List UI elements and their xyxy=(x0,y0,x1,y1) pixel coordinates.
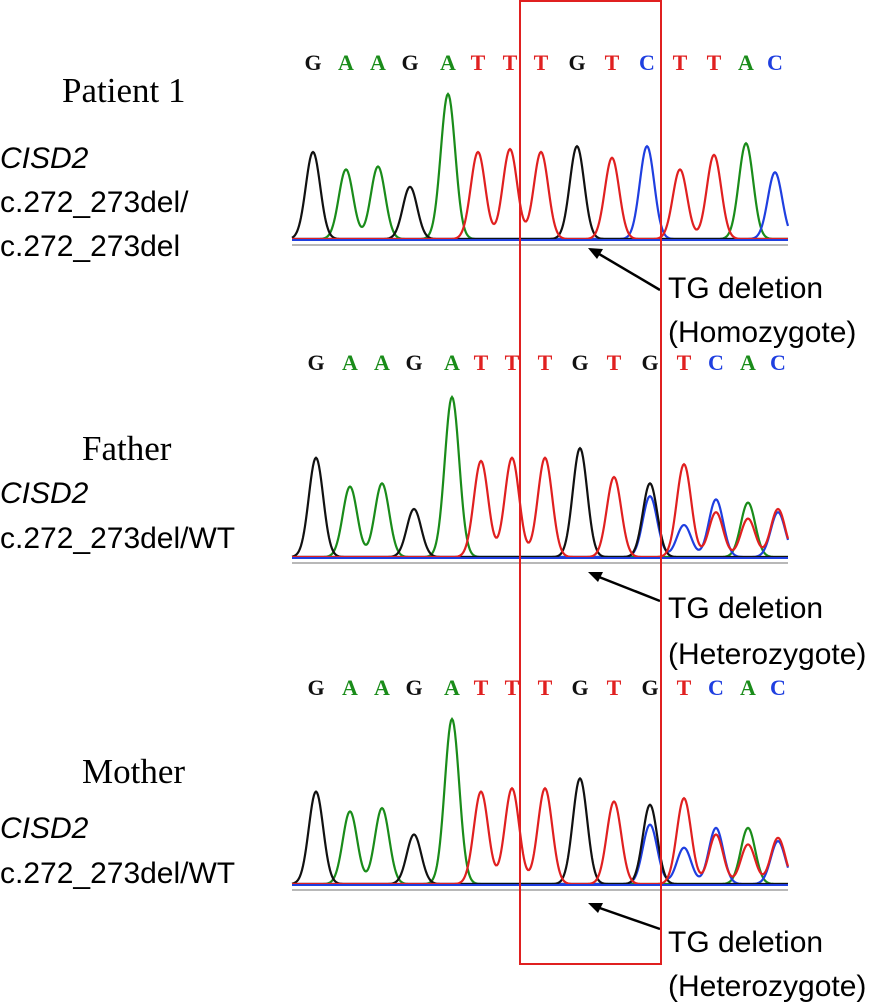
base-letter: T xyxy=(505,350,520,375)
base-letter: T xyxy=(538,675,553,700)
gene-name: CISD2 xyxy=(0,812,89,845)
gene-name: CISD2 xyxy=(0,477,89,510)
base-letter: T xyxy=(505,675,520,700)
base-letter: T xyxy=(474,675,489,700)
base-letter: T xyxy=(607,350,622,375)
chromatogram-trace xyxy=(291,92,790,246)
trace-line-a xyxy=(292,92,788,241)
arrowhead-icon xyxy=(588,248,603,259)
deletion-highlight-box xyxy=(519,0,662,965)
base-letter: A xyxy=(342,675,358,700)
base-letter: C xyxy=(708,350,724,375)
arrowhead-icon xyxy=(588,903,603,913)
genotype-line: c.272_273del/ xyxy=(0,186,189,219)
base-letter: T xyxy=(474,350,489,375)
panel-name: Mother xyxy=(82,752,185,791)
base-letter: T xyxy=(677,675,692,700)
base-letter: T xyxy=(538,350,553,375)
callout-label: (Heterozygote) xyxy=(668,638,866,671)
base-letter: C xyxy=(767,50,783,75)
genotype-line: c.272_273del xyxy=(0,230,180,263)
panel-patient-1: Patient 1 CISD2 c.272_273del/ c.272_273d… xyxy=(0,50,856,349)
base-letter: A xyxy=(740,675,756,700)
base-letter: G xyxy=(571,675,588,700)
base-letter: G xyxy=(571,350,588,375)
genotype-line: c.272_273del/WT xyxy=(0,857,235,890)
base-letter: A xyxy=(338,50,354,75)
base-letter: G xyxy=(401,50,418,75)
base-letter: T xyxy=(707,50,722,75)
base-letter: G xyxy=(307,350,324,375)
base-letter: A xyxy=(740,350,756,375)
base-letter: A xyxy=(444,675,460,700)
base-letter: A xyxy=(374,350,390,375)
genotype-line: c.272_273del/WT xyxy=(0,522,235,555)
panel-name: Father xyxy=(82,429,172,468)
callout-label: TG deletion xyxy=(668,592,823,625)
base-letter: T xyxy=(605,50,620,75)
base-letter: C xyxy=(770,675,786,700)
callout-arrow xyxy=(593,573,661,603)
base-letter: G xyxy=(641,675,658,700)
base-letter: C xyxy=(708,675,724,700)
base-letter: T xyxy=(677,350,692,375)
trace-line-t xyxy=(292,786,790,886)
trace-line-c xyxy=(292,144,790,241)
trace-line-g xyxy=(291,144,788,241)
callout-arrow xyxy=(593,904,661,931)
base-letter: A xyxy=(370,50,386,75)
arrowhead-icon xyxy=(588,572,603,582)
callout-label: TG deletion xyxy=(668,926,823,959)
callout-arrow xyxy=(593,249,661,292)
chromatogram-trace xyxy=(291,716,790,891)
callout-label: (Homozygote) xyxy=(668,316,856,349)
base-letter: A xyxy=(440,50,456,75)
base-letter: G xyxy=(304,50,321,75)
base-letter: T xyxy=(471,50,486,75)
trace-line-c xyxy=(292,823,790,886)
base-letter: G xyxy=(568,50,585,75)
callout-label: TG deletion xyxy=(668,272,823,305)
callout-label: (Heterozygote) xyxy=(668,970,866,1003)
gene-name: CISD2 xyxy=(0,142,89,175)
trace-line-c xyxy=(292,494,790,559)
base-letter: T xyxy=(607,675,622,700)
base-letter: G xyxy=(641,350,658,375)
trace-line-t xyxy=(292,456,790,559)
base-letter: T xyxy=(673,50,688,75)
base-letter: G xyxy=(307,675,324,700)
base-letter: A xyxy=(738,50,754,75)
base-letter: G xyxy=(405,350,422,375)
base-letter: T xyxy=(503,50,518,75)
base-letter: T xyxy=(534,50,549,75)
base-letter: A xyxy=(444,350,460,375)
base-letter: C xyxy=(639,50,655,75)
base-letter: A xyxy=(342,350,358,375)
base-letter: A xyxy=(374,675,390,700)
base-letter: G xyxy=(405,675,422,700)
chromatogram-trace xyxy=(291,394,790,564)
base-letter: C xyxy=(770,350,786,375)
panel-name: Patient 1 xyxy=(62,71,185,110)
trace-line-t xyxy=(292,147,788,241)
